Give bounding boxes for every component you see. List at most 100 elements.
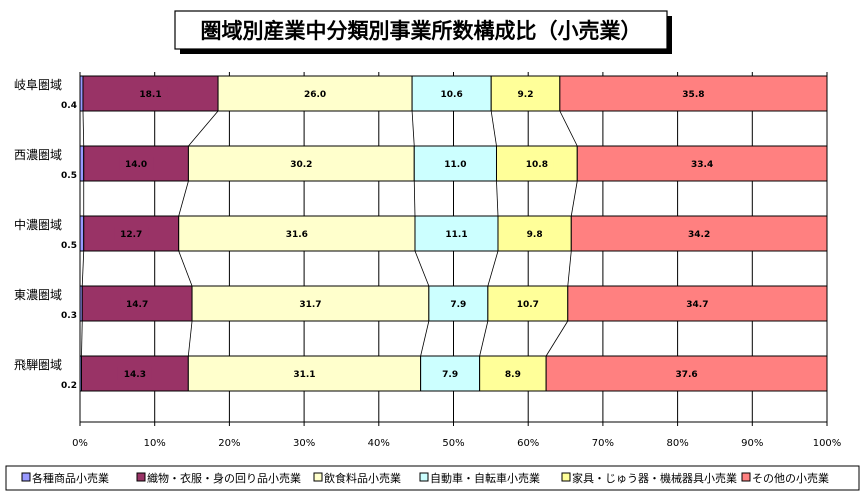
data-label-bg xyxy=(680,296,715,311)
legend-label: 家具・じゅう器・機械器具小売業 xyxy=(572,471,737,485)
data-label-bg xyxy=(512,86,540,101)
series-line xyxy=(570,180,578,217)
legend-swatch xyxy=(419,472,429,482)
legend-label: 織物・衣服・身の回り品小売業 xyxy=(147,471,301,485)
x-tick-label: 0% xyxy=(72,438,88,449)
small-value-label: 0.2 xyxy=(61,381,77,391)
data-label-bg xyxy=(436,366,464,381)
series-line xyxy=(178,180,189,217)
x-tick-label: 30% xyxy=(293,438,315,449)
bar-segment xyxy=(79,145,85,182)
data-label-bg xyxy=(279,226,314,241)
x-tick-label: 80% xyxy=(666,438,688,449)
legend-swatch xyxy=(21,472,31,482)
data-label: 31.6 xyxy=(286,230,308,240)
data-label-bg xyxy=(510,296,545,311)
data-label: 34.7 xyxy=(686,300,708,310)
data-label-bg xyxy=(114,226,149,241)
data-label: 37.6 xyxy=(675,370,697,380)
data-label: 31.7 xyxy=(299,300,321,310)
data-label: 18.1 xyxy=(139,90,161,100)
x-axis: 0% 10% 20% 30% 40% 50% 60% 70% 80% 90% 100% xyxy=(72,421,842,449)
data-label: 10.8 xyxy=(526,160,548,170)
category-label: 中濃圏域 xyxy=(14,217,62,232)
series-line xyxy=(188,110,219,147)
chart-title: 圏域別産業中分類別事業所数構成比（小売業） xyxy=(174,10,672,54)
data-label: 14.3 xyxy=(124,370,146,380)
data-label-bg xyxy=(685,156,720,171)
x-tick-label: 50% xyxy=(442,438,464,449)
category-label: 岐阜圏域 xyxy=(14,78,62,92)
data-label: 12.7 xyxy=(120,230,142,240)
data-label: 9.8 xyxy=(527,230,543,240)
x-tick-label: 90% xyxy=(741,438,763,449)
x-tick-label: 70% xyxy=(592,438,614,449)
legend-label: 飲食料品小売業 xyxy=(324,471,401,485)
data-label: 14.0 xyxy=(125,160,147,170)
series-line xyxy=(82,110,85,147)
data-label: 9.2 xyxy=(518,90,534,100)
x-tick-label: 100% xyxy=(813,438,842,449)
legend-swatch xyxy=(741,472,751,482)
data-label-bg xyxy=(284,156,319,171)
small-value-label: 0.4 xyxy=(61,101,77,111)
x-tick-label: 40% xyxy=(368,438,390,449)
series-line xyxy=(81,250,85,287)
bar-segment xyxy=(79,215,85,252)
data-label: 10.6 xyxy=(441,90,463,100)
series-line xyxy=(545,320,569,357)
bars xyxy=(79,75,828,392)
legend-label: 各種商品小売業 xyxy=(32,471,109,485)
legend-swatch xyxy=(313,472,323,482)
bar-segment xyxy=(567,285,828,322)
data-label-bg xyxy=(669,366,704,381)
data-labels: 18.1 26.0 10.6 9.2 35.8 14.0 30.2 11.0 10.8 33.4 1… xyxy=(114,86,720,381)
data-label: 10.7 xyxy=(517,300,539,310)
category-label: 東濃圏域 xyxy=(14,288,62,302)
series-line xyxy=(496,180,499,217)
series-line xyxy=(81,320,83,357)
data-label: 7.9 xyxy=(442,370,458,380)
data-label-bg xyxy=(120,296,155,311)
data-label: 34.2 xyxy=(688,230,710,240)
data-label-bg xyxy=(133,86,168,101)
series-line xyxy=(559,110,578,147)
bar-segment xyxy=(178,215,416,252)
data-label: 11.1 xyxy=(445,230,467,240)
legend-label: 自動車・自転車小売業 xyxy=(430,471,540,485)
data-label: 8.9 xyxy=(505,370,521,380)
data-label: 33.4 xyxy=(691,160,713,170)
legend-label: その他の小売業 xyxy=(752,472,829,485)
category-label: 西濃圏域 xyxy=(14,148,62,162)
data-label-bg xyxy=(499,366,527,381)
title-box xyxy=(174,10,668,50)
data-label-bg xyxy=(298,86,333,101)
legend-box xyxy=(5,465,860,491)
data-label-bg xyxy=(293,296,328,311)
series-lines xyxy=(81,110,578,357)
data-label-bg xyxy=(519,156,554,171)
data-label-bg xyxy=(434,86,469,101)
series-line xyxy=(413,180,416,217)
data-label: 7.9 xyxy=(450,300,466,310)
series-line xyxy=(487,250,499,287)
series-line xyxy=(567,250,572,287)
data-label-bg xyxy=(676,86,711,101)
series-line xyxy=(187,320,193,357)
data-label: 26.0 xyxy=(304,90,326,100)
data-label-bg xyxy=(117,366,152,381)
data-label-bg xyxy=(439,226,474,241)
category-label: 飛騨圏域 xyxy=(14,357,62,372)
data-label: 31.1 xyxy=(293,370,315,380)
small-value-label: 0.5 xyxy=(61,241,77,251)
data-label-bg xyxy=(287,366,322,381)
data-label-bg xyxy=(682,226,717,241)
legend-swatch xyxy=(136,472,146,482)
data-label: 30.2 xyxy=(290,160,312,170)
data-label-bg xyxy=(521,226,549,241)
x-tick-label: 10% xyxy=(144,438,166,449)
small-value-label: 0.3 xyxy=(61,311,77,321)
x-tick-label: 20% xyxy=(218,438,240,449)
data-label-bg xyxy=(444,296,472,311)
